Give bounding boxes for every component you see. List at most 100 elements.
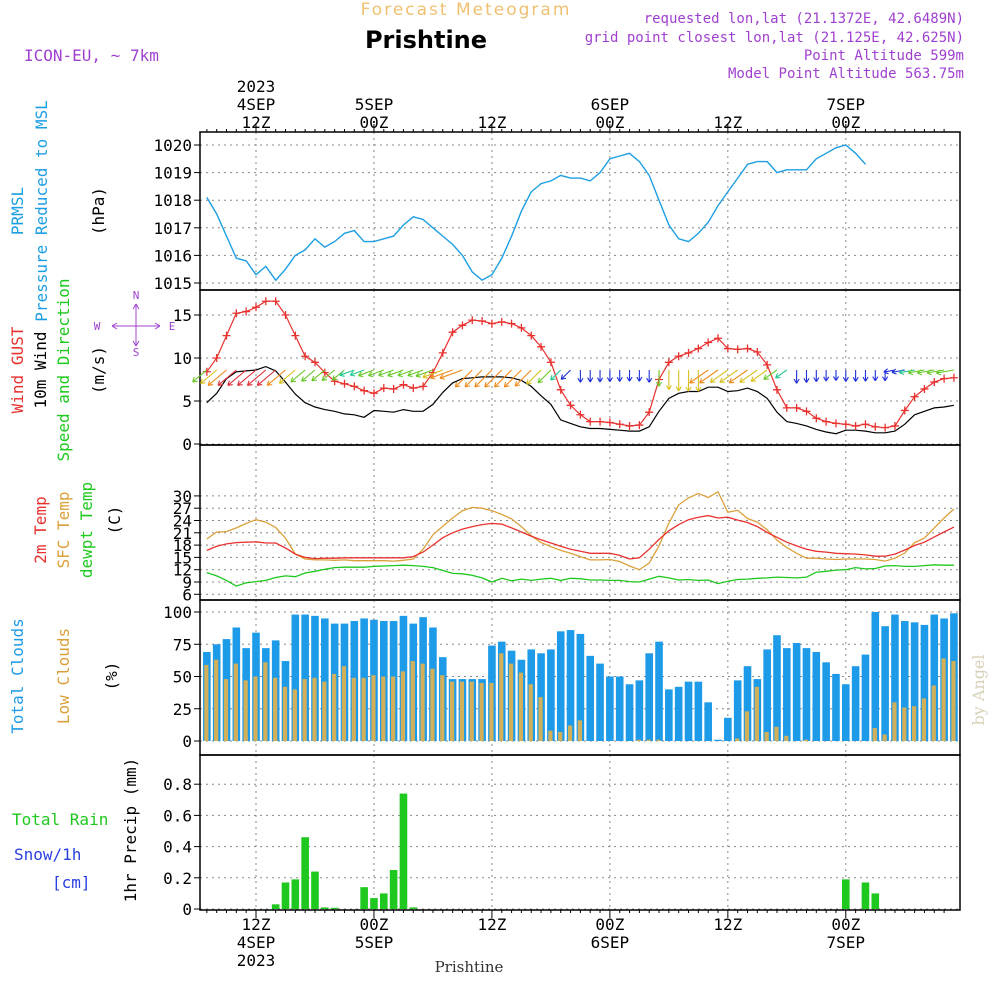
rain-bar bbox=[370, 898, 378, 909]
low-cloud-bar bbox=[332, 673, 337, 741]
wind-direction-arrow bbox=[397, 369, 414, 378]
low-cloud-bar bbox=[223, 679, 229, 741]
pressure-ytick-label: 1016 bbox=[153, 246, 192, 265]
gust-marker bbox=[271, 297, 280, 306]
gust-marker bbox=[822, 417, 831, 426]
wind-direction-arrow bbox=[357, 369, 375, 378]
pressure-ytick-label: 1017 bbox=[153, 219, 192, 238]
gust-marker bbox=[576, 410, 585, 419]
top-year-label: 2023 bbox=[237, 77, 276, 96]
low-cloud-bar bbox=[538, 697, 543, 741]
total-rain-label: Total Rain bbox=[12, 810, 108, 829]
total-cloud-bar bbox=[733, 680, 742, 741]
total-cloud-bar bbox=[606, 676, 614, 741]
rain-bar bbox=[291, 879, 300, 909]
low-cloud-bar bbox=[558, 731, 563, 741]
rain-bar bbox=[871, 893, 880, 909]
temp-ytick-label: 12 bbox=[173, 561, 192, 580]
gust-marker bbox=[566, 401, 575, 410]
precip-ytick-label: 0 bbox=[182, 900, 192, 919]
wind-direction-arrow bbox=[899, 368, 915, 376]
wind-direction-arrow bbox=[526, 369, 542, 385]
gust-marker bbox=[940, 374, 949, 383]
bottom-time-label: 00Z bbox=[360, 915, 389, 934]
low-cloud-bar bbox=[312, 677, 317, 741]
total-cloud-bar bbox=[566, 630, 575, 741]
total-cloud-bar bbox=[842, 684, 850, 741]
top-date-label: 5SEP bbox=[355, 95, 394, 114]
low-cloud-bar bbox=[381, 676, 386, 741]
wind-direction-arrow bbox=[862, 369, 869, 382]
low-cloud-bar bbox=[548, 730, 553, 741]
gust-marker bbox=[851, 421, 860, 430]
dewpt-label: dewpt Temp bbox=[77, 482, 96, 578]
wind-direction-arrow bbox=[907, 369, 925, 376]
wind-direction-arrow bbox=[775, 369, 788, 379]
gust-marker bbox=[831, 419, 840, 428]
total-cloud-bar bbox=[301, 614, 309, 741]
top-date-label: 7SEP bbox=[827, 95, 866, 114]
gust-marker bbox=[792, 403, 801, 412]
wind-direction-arrow bbox=[577, 369, 584, 383]
gust-marker bbox=[704, 338, 713, 347]
total-cloud-bar bbox=[851, 666, 860, 741]
gust-marker bbox=[714, 334, 723, 343]
gust-marker bbox=[910, 392, 919, 401]
gust-marker bbox=[949, 373, 958, 382]
low-cloud-bar bbox=[528, 684, 533, 741]
wind-direction-arrow bbox=[728, 369, 748, 384]
wind-direction-arrow bbox=[699, 369, 719, 384]
top-time-label: 00Z bbox=[360, 113, 389, 132]
low-cloud-bar bbox=[292, 689, 297, 741]
gust-marker bbox=[340, 379, 349, 388]
low-cloud-bar bbox=[361, 677, 366, 741]
wind-direction-arrow bbox=[514, 369, 532, 387]
precip-ytick-label: 0.6 bbox=[163, 806, 192, 825]
rain-bar bbox=[399, 793, 408, 909]
wind-direction-arrow bbox=[256, 369, 277, 386]
wind-direction-arrow bbox=[750, 369, 768, 382]
gust-marker bbox=[645, 408, 654, 417]
low-cloud-bar bbox=[440, 675, 445, 741]
wind-direction-arrow bbox=[719, 369, 738, 383]
gust-marker bbox=[379, 384, 388, 393]
total-cloud-bar bbox=[556, 631, 565, 741]
wind-direction-arrow bbox=[852, 369, 859, 382]
gust-marker bbox=[232, 309, 241, 318]
rain-bar bbox=[861, 882, 870, 909]
wind-direction-arrow bbox=[474, 369, 493, 388]
wind-direction-arrow bbox=[387, 369, 404, 378]
gust-marker bbox=[635, 421, 644, 430]
bottom-time-label: 12Z bbox=[477, 915, 506, 934]
total-cloud-bar bbox=[861, 654, 870, 741]
low-cloud-bar bbox=[784, 735, 789, 741]
gust-marker bbox=[812, 414, 821, 423]
gust-marker bbox=[605, 418, 614, 427]
temp-ytick-label: 9 bbox=[182, 573, 192, 592]
total-cloud-bar bbox=[891, 614, 899, 741]
total-cloud-bar bbox=[724, 717, 732, 741]
gust-marker bbox=[881, 423, 890, 432]
total-cloud-bar bbox=[684, 681, 693, 741]
precip-ytick-label: 0.4 bbox=[163, 838, 192, 857]
rain-bar bbox=[271, 904, 280, 909]
compass-icon bbox=[111, 303, 161, 347]
gust-marker bbox=[409, 384, 418, 393]
sfc-temp-label: SFC Temp bbox=[54, 491, 73, 568]
pressure-line bbox=[206, 144, 867, 282]
low-cloud-bar bbox=[567, 725, 573, 741]
gust-marker bbox=[802, 407, 811, 416]
wind-direction-arrow bbox=[422, 369, 443, 379]
low-cloud-bar bbox=[921, 698, 927, 741]
wind-direction-arrow bbox=[665, 369, 672, 390]
rain-bar bbox=[409, 907, 418, 909]
gust-marker bbox=[586, 417, 595, 426]
temp-ytick-label: 6 bbox=[182, 585, 192, 604]
model-label: ICON-EU, ~ 7km bbox=[24, 46, 159, 65]
gust-marker bbox=[664, 358, 673, 367]
total-clouds-label: Total Clouds bbox=[8, 618, 27, 734]
low-cloud-bar bbox=[204, 664, 209, 741]
gust-marker bbox=[890, 421, 899, 430]
bottom-date-label: 6SEP bbox=[591, 933, 630, 952]
